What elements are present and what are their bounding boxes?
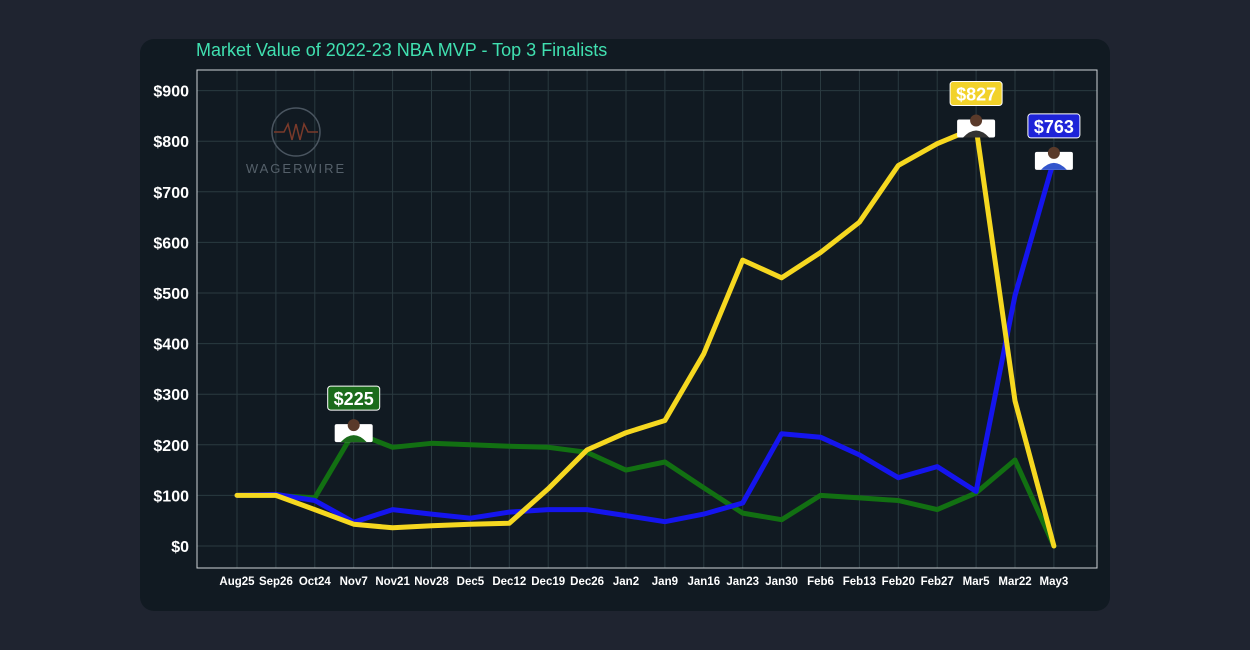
y-tick-label: $300 <box>153 387 189 404</box>
x-tick-label: Mar22 <box>998 576 1031 588</box>
x-tick-label: Jan23 <box>726 576 759 588</box>
x-tick-label: Aug25 <box>219 576 255 588</box>
x-tick-label: Nov21 <box>375 576 410 588</box>
x-tick-label: Nov28 <box>414 576 449 588</box>
series-line-blue <box>234 157 1057 525</box>
player-avatar-icon <box>957 114 996 138</box>
y-tick-label: $700 <box>153 185 189 202</box>
x-tick-label: Oct24 <box>299 576 332 588</box>
callout-label: $827 <box>956 85 996 105</box>
x-tick-label: Feb27 <box>921 576 954 588</box>
watermark-logo: WAGERWIRE <box>246 107 346 176</box>
x-tick-label: Dec19 <box>531 576 565 588</box>
chart-title: Market Value of 2022-23 NBA MVP - Top 3 … <box>196 40 608 60</box>
y-tick-label: $800 <box>153 134 189 151</box>
y-tick-label: $100 <box>153 488 189 505</box>
x-tick-label: Nov7 <box>340 576 368 588</box>
y-tick-label: $400 <box>153 337 189 354</box>
series-line-green <box>234 429 1057 549</box>
x-tick-label: Jan30 <box>765 576 798 588</box>
callout-green: $225 <box>327 385 381 443</box>
watermark-text: WAGERWIRE <box>246 161 346 176</box>
callout-box <box>1027 113 1081 139</box>
y-tick-label: $500 <box>153 286 189 303</box>
x-tick-label: May3 <box>1040 576 1069 588</box>
callout-blue: $763 <box>1027 113 1081 170</box>
callout-box <box>949 81 1003 107</box>
x-tick-label: Jan2 <box>613 576 639 588</box>
y-tick-label: $600 <box>153 235 189 252</box>
series-line-yellow <box>234 125 1057 549</box>
player-avatar-icon <box>334 419 373 443</box>
player-avatar-icon <box>1034 146 1073 170</box>
x-axis: Aug25 Sep26 Oct24 Nov7 Nov21 Nov28 Dec5 Dec12 De… <box>219 576 1068 588</box>
watermark-circle-icon <box>271 107 321 157</box>
grid-layer <box>197 70 1097 568</box>
callouts: $225 $763 $827 <box>327 81 1081 443</box>
x-tick-label: Feb20 <box>882 576 915 588</box>
x-tick-label: Feb13 <box>843 576 876 588</box>
x-tick-label: Sep26 <box>259 576 293 588</box>
y-tick-label: $0 <box>171 539 189 556</box>
x-tick-label: Dec12 <box>492 576 526 588</box>
y-tick-label: $900 <box>153 84 189 101</box>
watermark-wave-icon <box>274 121 318 141</box>
x-tick-label: Dec26 <box>570 576 604 588</box>
callout-yellow: $827 <box>949 81 1003 138</box>
x-tick-label: Dec5 <box>457 576 485 588</box>
y-tick-label: $200 <box>153 438 189 455</box>
x-tick-label: Feb6 <box>807 576 834 588</box>
callout-box <box>327 385 381 411</box>
y-axis: $0 $100 $200 $300 $400 $500 $600 $700 $800 $900 <box>153 84 189 556</box>
callout-label: $763 <box>1034 117 1074 137</box>
x-tick-label: Mar5 <box>963 576 990 588</box>
plot-border <box>196 69 1098 569</box>
x-tick-label: Jan16 <box>687 576 720 588</box>
series-lines <box>234 125 1057 549</box>
callout-label: $225 <box>334 389 374 409</box>
x-tick-label: Jan9 <box>652 576 678 588</box>
